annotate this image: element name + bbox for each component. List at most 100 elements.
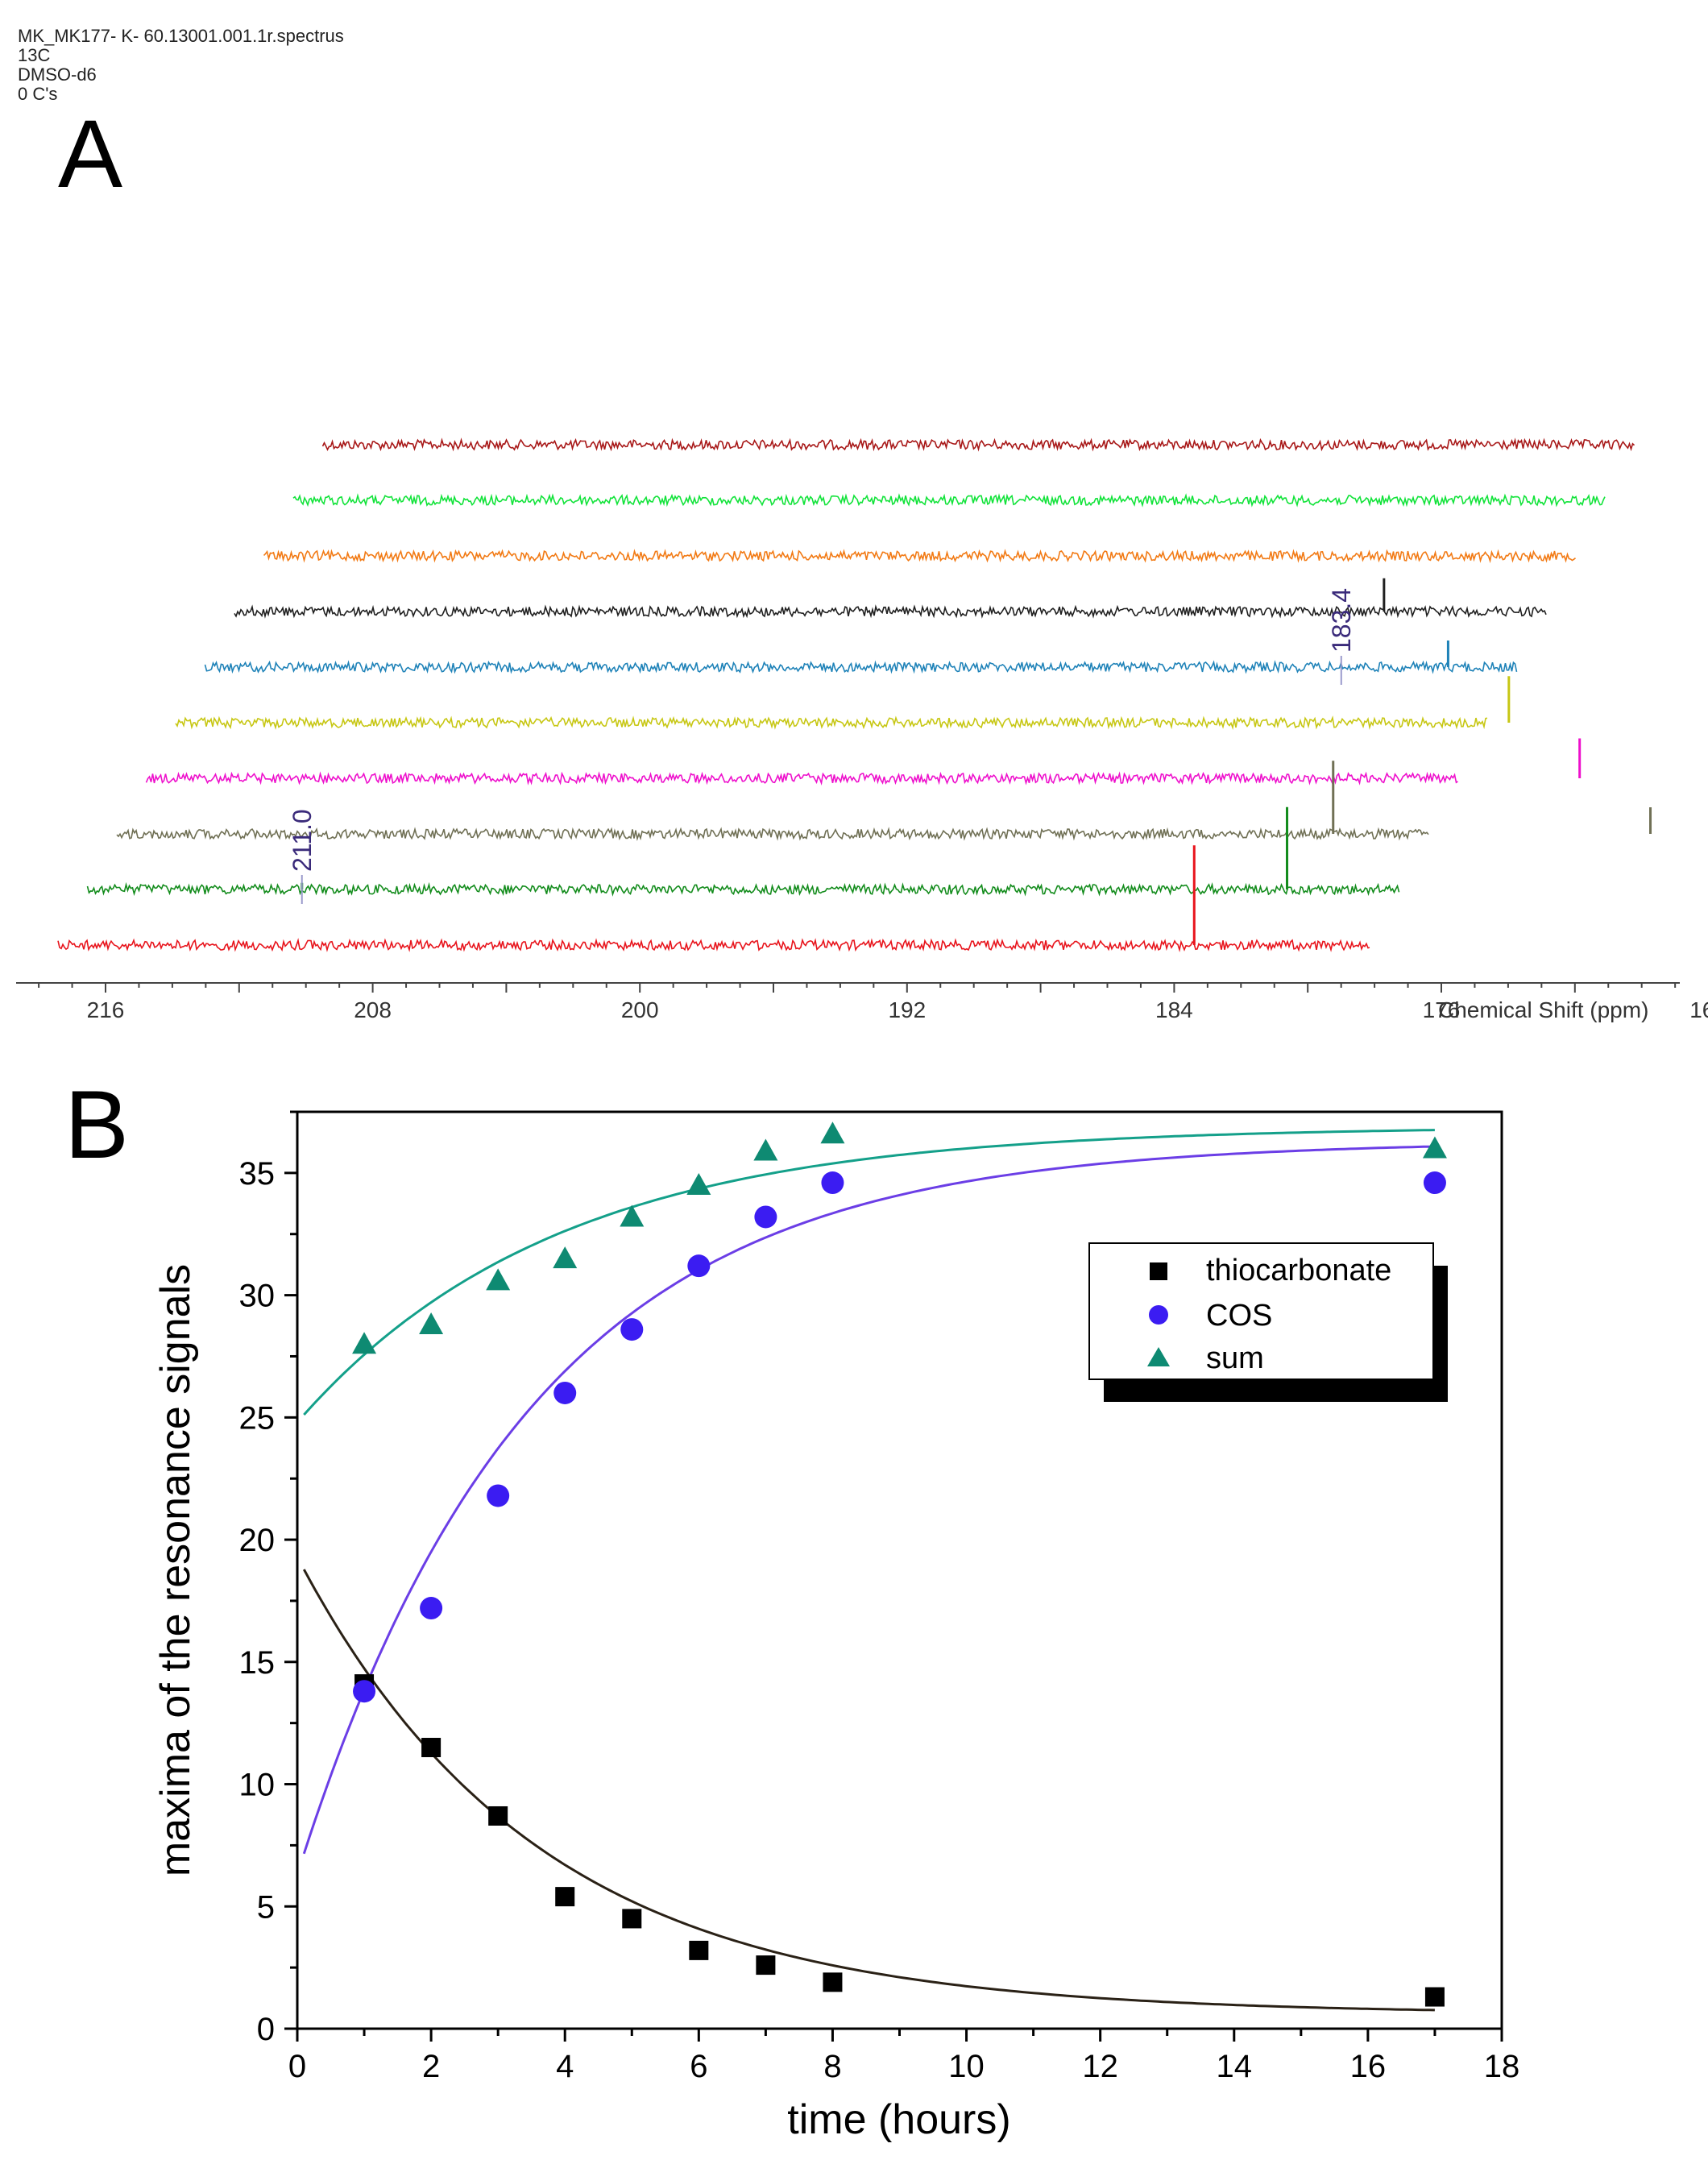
data-point <box>553 1381 577 1404</box>
data-point <box>689 1940 709 1960</box>
y-tick-label: 25 <box>239 1400 276 1436</box>
series-sum <box>352 1121 1447 1354</box>
header-nucleus: 13C <box>18 45 50 65</box>
data-point <box>488 1806 508 1826</box>
ppm-tick-label: 200 <box>621 997 659 1022</box>
kinetics-plot-panel: B 0 2 4 6 8 10 12 14 16 18 0 5 10 15 20 25 30 35 thiocarb… <box>64 1071 1520 2143</box>
peak-label: 183.4 <box>1327 588 1356 653</box>
spectrum-trace-5 <box>175 676 1511 730</box>
data-point <box>821 1171 844 1195</box>
trace-baseline-10 <box>321 437 1635 452</box>
legend-label-sum: sum <box>1206 1341 1264 1375</box>
x-tick-label: 14 <box>1217 2049 1253 2084</box>
header-solvent: DMSO-d6 <box>18 64 97 85</box>
legend-marker-sum <box>1147 1347 1170 1366</box>
data-point <box>754 1205 777 1229</box>
y-tick-label: 0 <box>257 2012 275 2047</box>
panel-label-b: B <box>64 1071 129 1179</box>
x-axis-title: time (hours) <box>787 2096 1010 2143</box>
x-tick-label: 6 <box>690 2049 707 2084</box>
legend-box <box>1088 1242 1434 1380</box>
legend-label-thiocarbonate: thiocarbonate <box>1206 1254 1391 1287</box>
spectrum-trace-8 <box>263 549 1576 564</box>
spectrum-trace-4 <box>145 738 1582 786</box>
ppm-tick-label: 176 <box>1423 997 1461 1022</box>
fit-curve <box>302 1569 1435 2012</box>
data-point <box>686 1173 711 1196</box>
data-point <box>820 1121 845 1144</box>
spectrum-trace-6 <box>204 641 1518 674</box>
trace-baseline-7 <box>234 604 1547 619</box>
data-point <box>823 1972 843 1992</box>
data-point <box>756 1955 776 1976</box>
spectrum-trace-7 <box>234 578 1547 619</box>
data-point <box>620 1204 645 1227</box>
y-tick-label: 10 <box>239 1768 276 1803</box>
data-point <box>352 1332 377 1354</box>
plot-ticks: 0 2 4 6 8 10 12 14 16 18 0 5 10 15 20 25 30 35 <box>239 1110 1520 2084</box>
data-point <box>353 1680 376 1703</box>
y-axis-title: maxima of the resonance signals <box>152 1264 199 1876</box>
data-point <box>1423 1171 1446 1195</box>
legend: thiocarbonate COS sum <box>1088 1242 1448 1402</box>
data-point <box>620 1318 644 1341</box>
panel-label-a: A <box>58 100 122 208</box>
ppm-tick-label: 184 <box>1155 997 1193 1022</box>
data-point <box>487 1484 510 1507</box>
fit-curve <box>302 1145 1435 1855</box>
data-point <box>753 1138 778 1161</box>
data-point <box>555 1887 575 1907</box>
data-point <box>421 1738 442 1758</box>
trace-baseline-3 <box>116 827 1429 841</box>
x-tick-label: 8 <box>823 2049 841 2084</box>
spectrum-trace-3 <box>116 761 1652 841</box>
trace-baseline-5 <box>175 715 1488 730</box>
spectrum-header: MK_MK177- K- 60.13001.001.1r.spectrus 13… <box>18 26 344 104</box>
ppm-axis-ticks: 216208200192184176168160152144 <box>38 983 1708 1022</box>
fit-curve <box>303 1129 1435 1416</box>
trace-baseline-1 <box>57 938 1370 952</box>
x-tick-label: 0 <box>288 2049 306 2084</box>
ppm-tick-label: 168 <box>1689 997 1708 1022</box>
data-point <box>687 1254 711 1278</box>
data-point <box>419 1312 444 1335</box>
ppm-tick-label: 216 <box>87 997 125 1022</box>
trace-baseline-2 <box>86 881 1400 897</box>
series-thiocarbonate <box>354 1674 1445 2007</box>
data-points <box>352 1121 1447 2007</box>
nmr-spectra-panel: MK_MK177- K- 60.13001.001.1r.spectrus 13… <box>16 26 1708 1022</box>
trace-baseline-6 <box>204 660 1518 674</box>
ppm-axis-title: Chemical Shift (ppm) <box>1438 997 1648 1022</box>
spectrum-trace-1 <box>57 845 1370 952</box>
trace-baseline-4 <box>145 771 1458 786</box>
y-tick-label: 20 <box>239 1523 276 1558</box>
header-carbon-count: 0 C's <box>18 84 57 104</box>
y-tick-label: 15 <box>239 1645 276 1681</box>
ppm-tick-label: 208 <box>354 997 392 1022</box>
ppm-tick-label: 192 <box>888 997 926 1022</box>
y-tick-label: 5 <box>257 1889 275 1925</box>
peak-label: 211.0 <box>288 809 317 872</box>
y-tick-label: 30 <box>239 1279 276 1314</box>
x-tick-label: 10 <box>948 2049 985 2084</box>
y-tick-label: 35 <box>239 1156 276 1192</box>
x-tick-label: 2 <box>422 2049 440 2084</box>
x-tick-label: 16 <box>1350 2049 1387 2084</box>
spectrum-trace-2 <box>86 806 1400 897</box>
header-filename: MK_MK177- K- 60.13001.001.1r.spectrus <box>18 26 344 46</box>
legend-label-cos: COS <box>1206 1299 1272 1333</box>
data-point <box>420 1597 443 1620</box>
legend-marker-cos <box>1149 1305 1168 1325</box>
spectrum-trace-10 <box>321 437 1635 452</box>
data-point <box>486 1268 511 1291</box>
trace-baseline-8 <box>263 549 1576 564</box>
data-point <box>553 1246 578 1269</box>
spectrum-traces <box>57 437 1652 952</box>
data-point <box>1422 1136 1447 1159</box>
legend-marker-thiocarbonate <box>1150 1262 1167 1280</box>
x-tick-label: 18 <box>1484 2049 1520 2084</box>
series-cos <box>353 1171 1446 1703</box>
x-tick-label: 4 <box>556 2049 574 2084</box>
spectrum-trace-9 <box>292 493 1606 508</box>
